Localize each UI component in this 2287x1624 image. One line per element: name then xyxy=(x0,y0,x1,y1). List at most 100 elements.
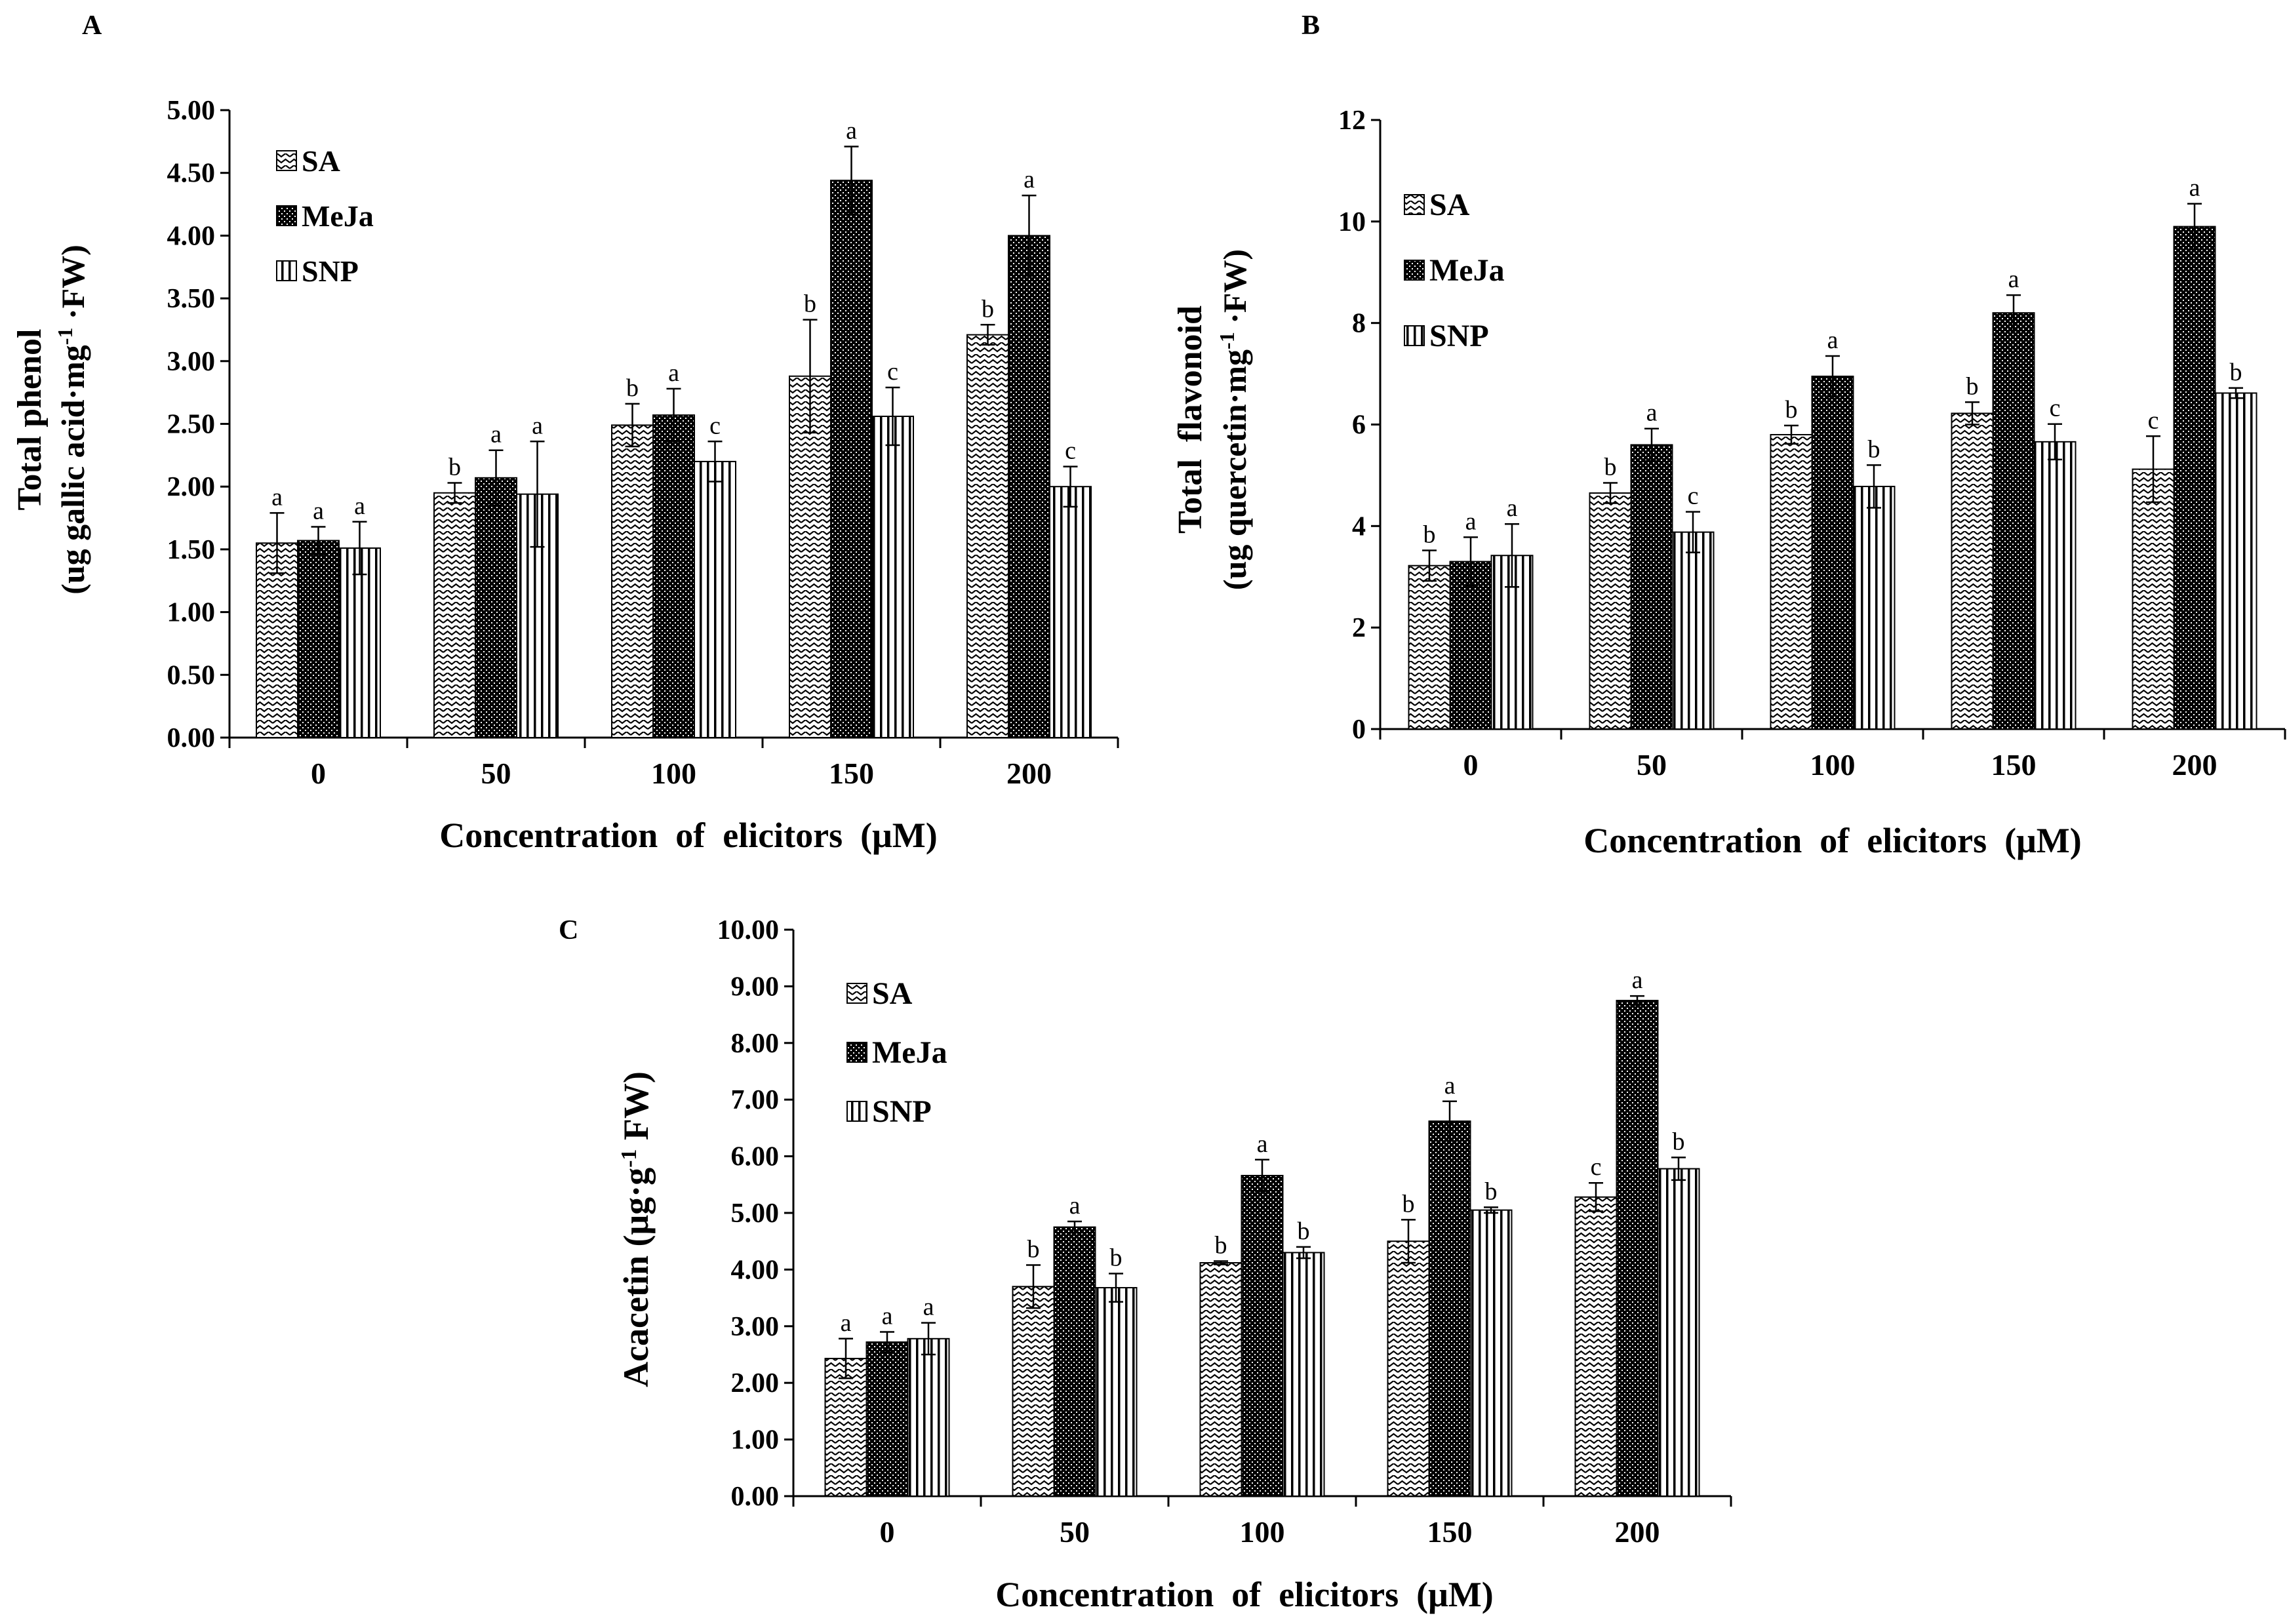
legend-swatch-sa xyxy=(1404,194,1425,215)
significance-letter: a xyxy=(841,1309,852,1337)
y-tick-label: 4.50 xyxy=(167,159,216,189)
error-bar-snp-150 xyxy=(885,386,900,446)
y-tick-label: 10 xyxy=(1338,207,1366,237)
legend-label-sa: SA xyxy=(302,144,340,178)
legend-label-meja: MeJa xyxy=(1429,253,1505,288)
x-tick-label: 100 xyxy=(1810,748,1856,782)
y-tick-label: 5.00 xyxy=(731,1198,780,1229)
bar-meja-200 xyxy=(1616,1000,1659,1497)
error-bar-sa-200 xyxy=(2146,435,2160,504)
y-tick-label: 4.00 xyxy=(167,221,216,251)
y-tick-label: 3.50 xyxy=(167,284,216,314)
x-tick-label: 200 xyxy=(1615,1515,1660,1549)
y-axis-title: Acacetin (μg·g-1 FW) xyxy=(616,1071,656,1387)
significance-letter: c xyxy=(2050,395,2061,422)
significance-letter: a xyxy=(923,1294,934,1321)
panel-label: B xyxy=(1302,10,1320,41)
x-axis-title: Concentration of elicitors (μM) xyxy=(439,816,937,855)
significance-letter: b xyxy=(1402,1190,1415,1218)
legend-swatch-snp xyxy=(1404,325,1425,346)
y-tick-label: 2.00 xyxy=(167,472,216,502)
bars: b a a b a c b a b b a c c a b xyxy=(1408,174,2257,730)
error-bar-sa-100 xyxy=(625,403,640,448)
y-tick-label: 0.50 xyxy=(167,660,216,690)
error-bar-snp-100 xyxy=(707,441,723,483)
y-axis-title: Total flavonoid xyxy=(1172,306,1209,534)
significance-letter: c xyxy=(1065,437,1076,465)
y-axis-title-units: (ug quercetin·mg-1 ·FW) xyxy=(1215,249,1253,590)
significance-letter: b xyxy=(626,374,639,402)
y-axis-title: Total phenol xyxy=(11,329,49,511)
significance-letter: a xyxy=(2189,174,2200,202)
x-tick-label: 200 xyxy=(1006,757,1052,790)
bar-snp-100 xyxy=(694,460,736,738)
significance-letter: a xyxy=(1632,966,1643,994)
significance-letter: a xyxy=(354,492,365,520)
bar-meja-150 xyxy=(1992,312,2035,730)
legend-swatch-meja xyxy=(846,1042,867,1063)
bar-sa-0 xyxy=(256,542,298,739)
bar-meja-50 xyxy=(1630,444,1673,730)
bar-snp-100 xyxy=(1852,485,1896,730)
bar-meja-0 xyxy=(1449,561,1492,730)
x-tick-label: 150 xyxy=(1991,748,2037,782)
legend-label-meja: MeJa xyxy=(872,1035,947,1070)
error-bar-snp-0 xyxy=(1505,523,1519,588)
significance-letter: c xyxy=(1688,483,1699,510)
significance-letter: b xyxy=(1298,1218,1310,1245)
x-tick-label: 200 xyxy=(2172,748,2217,782)
significance-letter: b xyxy=(1215,1231,1227,1259)
error-bar-snp-0 xyxy=(352,521,367,576)
significance-letter: c xyxy=(709,412,721,439)
y-tick-label: 2.00 xyxy=(731,1368,780,1398)
panel-b: B Total flavonoid (ug quercetin·mg-1 ·FW… xyxy=(1172,10,2286,860)
significance-letter: a xyxy=(1465,507,1477,535)
legend-swatch-meja xyxy=(276,205,297,226)
significance-letter: b xyxy=(1673,1128,1685,1155)
error-bar-meja-200 xyxy=(1022,194,1037,277)
significance-letter: a xyxy=(2008,266,2019,293)
y-axis-title-units: (ug gallic acid·mg-1 ·FW) xyxy=(53,245,91,595)
bar-meja-0 xyxy=(297,540,340,738)
significance-letter: b xyxy=(1027,1235,1040,1263)
y-tick-label: 6.00 xyxy=(731,1142,780,1172)
y-tick-label: 0.00 xyxy=(731,1482,780,1512)
axes: 0.00 1.00 2.00 3.00 4.00 5.00 6.00 7.00 8.00 9.00… xyxy=(717,915,1732,1549)
y-tick-label: 1.50 xyxy=(167,535,216,565)
panel-label: A xyxy=(82,10,102,41)
error-bar-sa-150 xyxy=(803,319,818,434)
bar-sa-0 xyxy=(824,1358,867,1497)
y-tick-label: 8 xyxy=(1352,309,1366,339)
error-bar-snp-200 xyxy=(2229,387,2243,399)
error-bar-meja-150 xyxy=(1442,1100,1457,1142)
bar-snp-50 xyxy=(1094,1287,1138,1497)
legend: SA MeJa SNP xyxy=(1404,188,1505,353)
error-bar-meja-0 xyxy=(880,1331,894,1353)
significance-letter: a xyxy=(1646,399,1658,427)
significance-letter: c xyxy=(1591,1153,1602,1181)
significance-letter: a xyxy=(313,497,324,525)
error-bar-meja-50 xyxy=(1644,427,1659,462)
bar-sa-50 xyxy=(1589,492,1632,730)
x-tick-label: 100 xyxy=(1240,1515,1285,1549)
bar-sa-100 xyxy=(611,424,654,738)
x-tick-label: 100 xyxy=(651,757,696,790)
error-bar-snp-100 xyxy=(1296,1246,1311,1259)
error-bar-sa-0 xyxy=(269,512,285,574)
bar-meja-100 xyxy=(1241,1174,1284,1497)
bar-sa-150 xyxy=(789,375,831,738)
significance-letter: b xyxy=(982,295,994,323)
panel-label: C xyxy=(559,915,578,945)
axes: 0.00 0.50 1.00 1.50 2.00 2.50 3.00 3.50 4.00 4.50… xyxy=(167,96,1119,790)
y-tick-label: 3.00 xyxy=(167,347,216,377)
error-bar-snp-50 xyxy=(1109,1273,1123,1303)
y-tick-label: 0.00 xyxy=(167,723,216,753)
significance-letter: b xyxy=(1604,454,1617,481)
bars: a a a b a a b a c b a c b a c xyxy=(256,117,1092,739)
legend-swatch-sa xyxy=(276,150,297,171)
bar-sa-150 xyxy=(1387,1240,1430,1497)
significance-letter: a xyxy=(1507,494,1518,522)
error-bar-meja-100 xyxy=(1255,1159,1269,1193)
significance-letter: b xyxy=(1785,396,1798,424)
